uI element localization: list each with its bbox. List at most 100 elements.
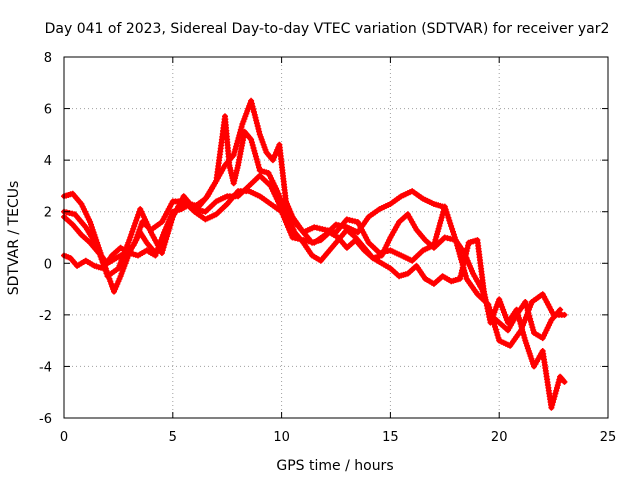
data-point-markers [398, 252, 413, 263]
data-point-markers [278, 206, 294, 219]
data-point-markers [404, 264, 418, 277]
data-point-marker [561, 311, 568, 318]
data-point-markers [137, 206, 153, 233]
y-axis-label: SDTVAR / TECUs [6, 181, 22, 296]
data-point-markers [370, 255, 383, 265]
data-point-markers [67, 255, 79, 267]
data-point-markers [180, 193, 196, 210]
data-point-markers [387, 221, 401, 241]
data-point-markers [195, 195, 209, 210]
data-point-markers [317, 231, 331, 244]
data-point-markers [452, 237, 469, 279]
data-point-markers [300, 225, 316, 236]
y-tick-label: 8 [44, 51, 52, 66]
data-point-markers [78, 231, 91, 244]
data-point-markers [507, 329, 523, 349]
data-point-markers [241, 128, 253, 141]
y-tick-label: 4 [44, 154, 52, 169]
data-point-markers [441, 203, 458, 241]
data-point-markers [69, 190, 83, 205]
data-point-markers [235, 131, 248, 169]
data-point-markers [74, 259, 87, 269]
data-point-markers [548, 376, 563, 411]
data-point-markers [169, 195, 186, 220]
data-point-markers [343, 239, 357, 251]
data-point-markers [518, 301, 534, 334]
data-point-markers [365, 207, 381, 220]
x-tick-label: 15 [382, 430, 399, 445]
data-point-markers [557, 373, 566, 384]
data-point-markers [71, 211, 87, 228]
data-point-markers [143, 239, 157, 254]
data-point-markers [409, 249, 424, 264]
data-point-markers [333, 218, 349, 236]
data-point-markers [213, 164, 227, 184]
y-tick-label: -6 [39, 412, 52, 427]
data-point-markers [413, 262, 427, 280]
data-point-markers [404, 211, 419, 231]
sat-trace-4 [61, 172, 568, 349]
data-point-markers [528, 292, 544, 305]
data-point-markers [158, 201, 175, 225]
data-point-markers [420, 195, 435, 206]
data-point-markers [256, 172, 272, 187]
data-point-marker [561, 378, 568, 385]
data-point-markers [248, 136, 262, 171]
data-point-markers [108, 246, 122, 259]
data-point-markers [115, 239, 132, 272]
y-tick-label: -4 [39, 360, 52, 375]
data-point-markers [126, 208, 143, 244]
data-point-markers [496, 337, 511, 348]
data-point-markers [256, 131, 269, 153]
data-point-markers [230, 123, 245, 158]
data-point-markers [248, 97, 263, 135]
data-point-markers [246, 188, 261, 199]
y-tick-label: 6 [44, 103, 52, 118]
data-point-markers [202, 212, 218, 223]
plot-frame [63, 56, 609, 419]
data-point-markers [246, 174, 261, 189]
sat-trace-3 [61, 97, 568, 411]
data-point-markers [409, 188, 424, 201]
y-tick-label: 2 [44, 206, 52, 221]
data-point-markers [343, 226, 357, 239]
data-point-markers [104, 267, 120, 280]
data-point-markers [474, 291, 490, 306]
data-point-markers [82, 224, 99, 246]
data-point-markers [300, 239, 314, 257]
x-tick-label: 5 [169, 430, 177, 445]
data-point-markers [531, 329, 544, 340]
data-point-markers [213, 203, 228, 218]
data-point-markers [376, 202, 392, 213]
data-point-markers [82, 257, 96, 268]
x-tick-label: 25 [600, 430, 617, 445]
data-point-markers [335, 234, 349, 249]
data-point-markers [158, 216, 175, 256]
data-point-markers [378, 260, 392, 271]
data-point-markers [439, 273, 453, 283]
data-point-markers [422, 275, 435, 286]
x-tick-label: 0 [60, 430, 68, 445]
data-point-markers [354, 219, 371, 244]
data-point-markers [474, 237, 487, 292]
data-point-markers [326, 239, 340, 254]
data-point-markers [78, 201, 92, 223]
data-point-markers [522, 337, 537, 367]
data-point-markers [317, 249, 331, 264]
data-point-markers [463, 275, 479, 295]
data-point-markers [387, 265, 400, 278]
data-point-markers [235, 185, 250, 200]
data-point-markers [111, 275, 123, 295]
data-point-markers [143, 247, 157, 258]
data-point-markers [496, 319, 509, 332]
data-point-markers [267, 182, 284, 210]
x-tick-label: 20 [491, 430, 508, 445]
data-point-markers [309, 252, 322, 263]
sat-trace-2 [61, 113, 564, 342]
data-point-markers [213, 194, 228, 205]
data-point-markers [430, 275, 444, 287]
data-point-markers [387, 194, 403, 207]
data-point-markers [204, 180, 218, 200]
data-point-markers [485, 301, 502, 341]
